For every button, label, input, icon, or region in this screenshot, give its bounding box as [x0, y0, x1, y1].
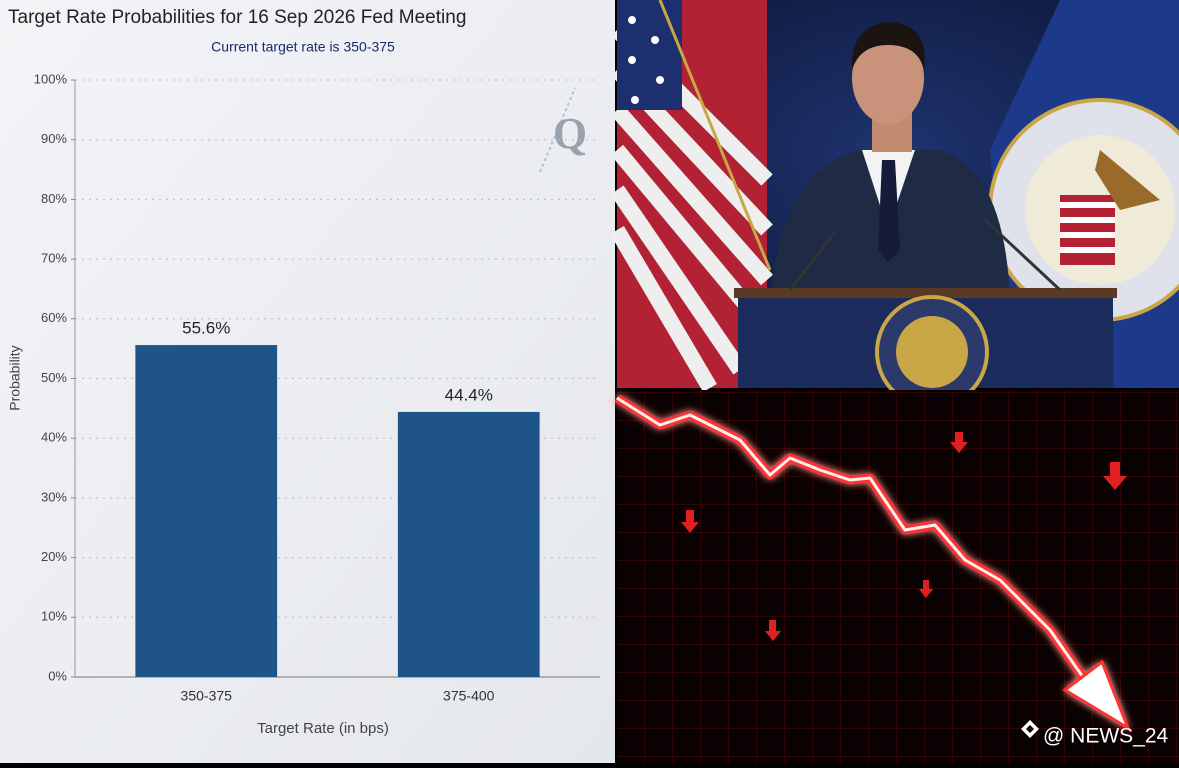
x-tick-label: 375-400: [443, 688, 495, 704]
watermark: @ NEWS_24: [1043, 725, 1169, 748]
down-arrows: [681, 432, 1127, 641]
bar: [135, 345, 278, 677]
y-axis-label: Probability: [7, 345, 23, 410]
y-tick-label: 20%: [41, 549, 67, 564]
y-tick-label: 10%: [41, 609, 67, 624]
logo: Q: [539, 87, 587, 173]
press-photo: [610, 0, 1179, 409]
chart: Target Rate Probabilities for 16 Sep 202…: [7, 7, 600, 737]
y-tick-label: 50%: [41, 370, 67, 385]
speaker: [770, 22, 1010, 300]
y-tick-label: 70%: [41, 251, 67, 266]
value-label: 44.4%: [445, 385, 493, 404]
logo-text: Q: [553, 109, 587, 158]
y-tick-label: 30%: [41, 489, 67, 504]
bar: [397, 411, 540, 677]
y-tick-label: 60%: [41, 310, 67, 325]
chart-subtitle: Current target rate is 350-375: [211, 39, 395, 55]
flag: [610, 0, 774, 393]
y-tick-label: 40%: [41, 430, 67, 445]
y-tick-label: 0%: [48, 668, 67, 683]
y-tick-label: 90%: [41, 131, 67, 146]
y-tick-label: 100%: [34, 71, 68, 86]
value-label: 55.6%: [182, 319, 230, 338]
falling-line: [614, 394, 1132, 732]
market-graphic: @ NEWS_24: [614, 390, 1179, 763]
chart-title: Target Rate Probabilities for 16 Sep 202…: [8, 7, 466, 28]
y-tick-label: 80%: [41, 191, 67, 206]
x-tick-label: 350-375: [181, 688, 233, 704]
x-axis-label: Target Rate (in bps): [257, 720, 389, 737]
podium: [734, 218, 1117, 409]
watermark-icon: [1021, 720, 1039, 738]
